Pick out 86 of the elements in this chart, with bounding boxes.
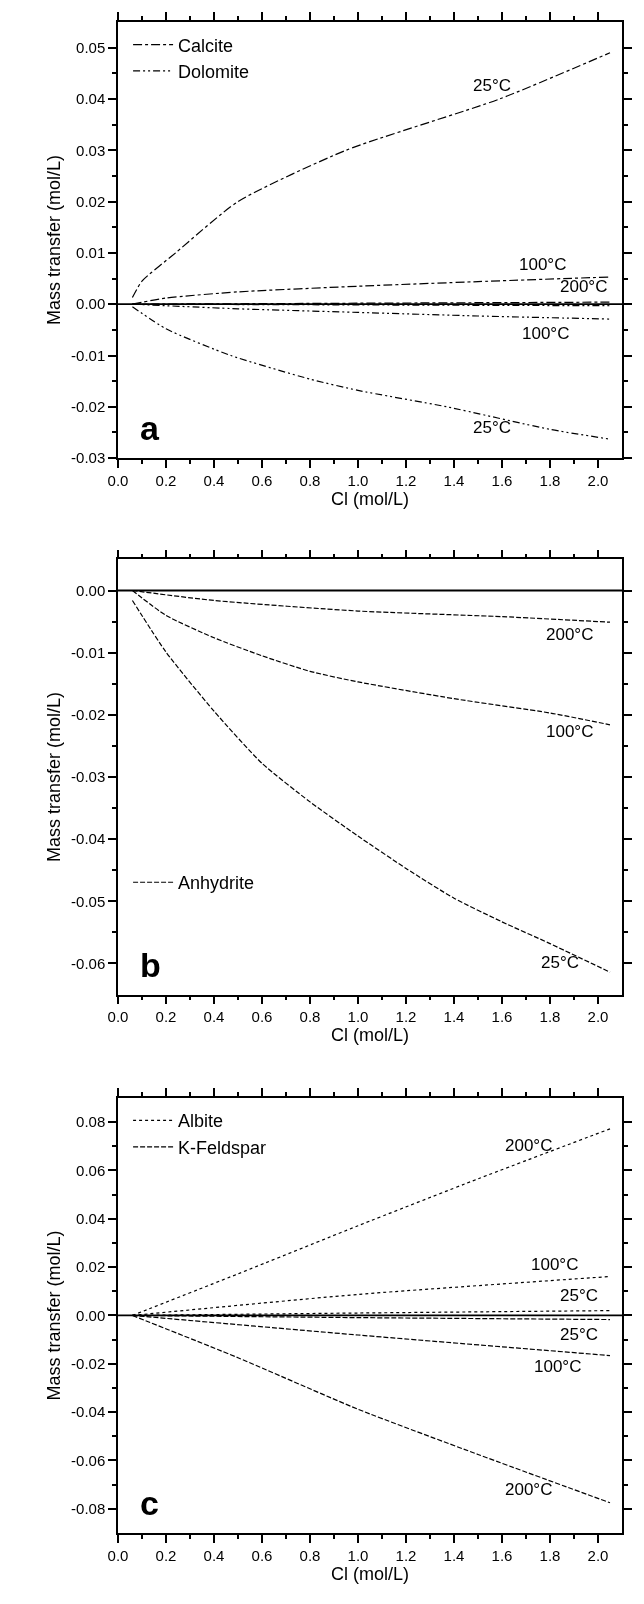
x-tick-label: 1.0 (347, 471, 369, 489)
annotation: 200°C (505, 1136, 553, 1155)
x-tick-label: 1.6 (491, 1008, 513, 1026)
x-axis-title: Cl (mol/L) (330, 488, 410, 509)
y-tick-label: -0.04 (71, 1403, 106, 1421)
y-tick-label: -0.03 (71, 449, 106, 467)
x-tick-label: 0.8 (299, 471, 321, 489)
legend-label: Anhydrite (178, 873, 255, 894)
legend-label: Calcite (178, 35, 234, 56)
annotation: 100°C (522, 324, 570, 343)
y-tick-label: 0.06 (76, 1161, 106, 1179)
y-tick-label: -0.03 (71, 768, 106, 786)
annotation: c (140, 1484, 159, 1522)
x-tick-label: 2.0 (587, 1546, 609, 1564)
y-tick-label: 0.01 (76, 244, 106, 262)
y-tick-label: -0.01 (71, 643, 106, 661)
x-tick-label: 0.0 (107, 471, 129, 489)
annotation: 25°C (560, 1286, 598, 1305)
annotation: 100°C (531, 1255, 579, 1274)
x-tick-label: 2.0 (587, 1008, 609, 1026)
x-tick-label: 0.6 (251, 471, 273, 489)
y-tick-label: -0.06 (71, 1451, 106, 1469)
x-tick-label: 1.6 (491, 471, 513, 489)
x-tick-label: 0.2 (155, 1008, 177, 1026)
x-tick-label: 1.4 (443, 1546, 465, 1564)
annotation: b (140, 946, 161, 984)
annotation: 25°C (473, 418, 511, 437)
y-tick-label: 0.02 (76, 192, 106, 210)
y-tick-label: 0.04 (76, 90, 106, 108)
y-tick-label: 0.00 (76, 295, 106, 313)
y-tick-label: -0.06 (71, 954, 106, 972)
annotation: 25°C (541, 953, 579, 972)
x-axis-title: Cl (mol/L) (330, 1025, 410, 1046)
y-tick-label: 0.05 (76, 38, 106, 56)
y-tick-label: 0.04 (76, 1210, 106, 1227)
annotation: a (140, 409, 160, 447)
x-tick-label: 1.2 (395, 1008, 417, 1026)
annotation: 100°C (519, 255, 567, 274)
x-tick-label: 1.0 (347, 1008, 369, 1026)
x-tick-label: 0.8 (299, 1008, 321, 1026)
y-tick-label: 0.00 (76, 581, 106, 599)
x-tick-label: 0.0 (107, 1008, 129, 1026)
annotation: 200°C (560, 277, 608, 296)
annotation: 200°C (505, 1480, 553, 1499)
x-tick-label: 0.6 (251, 1546, 273, 1564)
x-tick-label: 1.8 (539, 471, 561, 489)
annotation: 25°C (473, 76, 511, 95)
x-tick-label: 1.8 (539, 1546, 561, 1564)
x-tick-label: 0.4 (203, 1546, 225, 1564)
y-tick-label: 0.03 (76, 141, 106, 159)
x-tick-label: 1.4 (443, 1008, 465, 1026)
x-tick-label: 0.4 (203, 1008, 225, 1026)
y-tick-label: -0.01 (71, 346, 106, 364)
y-tick-label: -0.04 (71, 830, 106, 848)
x-tick-label: 2.0 (587, 471, 609, 489)
x-axis-title: Cl (mol/L) (330, 1563, 410, 1584)
x-tick-label: 1.4 (443, 471, 465, 489)
annotation: 200°C (546, 625, 594, 644)
annotation: 100°C (534, 1357, 582, 1376)
x-tick-label: 1.8 (539, 1008, 561, 1026)
legend-label: K-Feldspar (178, 1137, 267, 1158)
x-tick-label: 1.6 (491, 1546, 513, 1564)
legend-label: Dolomite (178, 61, 250, 82)
y-tick-label: -0.02 (71, 706, 106, 724)
y-axis-title: Mass transfer (mol/L) (43, 1230, 64, 1401)
x-tick-label: 1.2 (395, 1546, 417, 1564)
y-tick-label: 0.08 (76, 1113, 106, 1131)
y-tick-label: -0.02 (71, 1355, 106, 1373)
y-tick-label: -0.02 (71, 398, 106, 416)
x-tick-label: 0.0 (107, 1546, 129, 1564)
x-tick-label: 0.2 (155, 1546, 177, 1564)
y-tick-label: 0.02 (76, 1258, 106, 1276)
y-tick-label: -0.05 (71, 892, 106, 910)
y-tick-label: -0.08 (71, 1500, 106, 1518)
x-tick-label: 1.2 (395, 471, 417, 489)
legend-label: Albite (178, 1111, 224, 1132)
annotation: 100°C (546, 722, 594, 741)
x-tick-label: 0.2 (155, 471, 177, 489)
annotation: 25°C (560, 1325, 598, 1344)
y-axis-title: Mass transfer (mol/L) (43, 691, 64, 863)
x-tick-label: 0.4 (203, 471, 225, 489)
y-tick-label: 0.00 (76, 1306, 106, 1324)
x-tick-label: 1.0 (347, 1546, 369, 1564)
x-tick-label: 0.6 (251, 1008, 273, 1026)
y-axis-title: Mass transfer (mol/L) (43, 155, 64, 326)
x-tick-label: 0.8 (299, 1546, 321, 1564)
